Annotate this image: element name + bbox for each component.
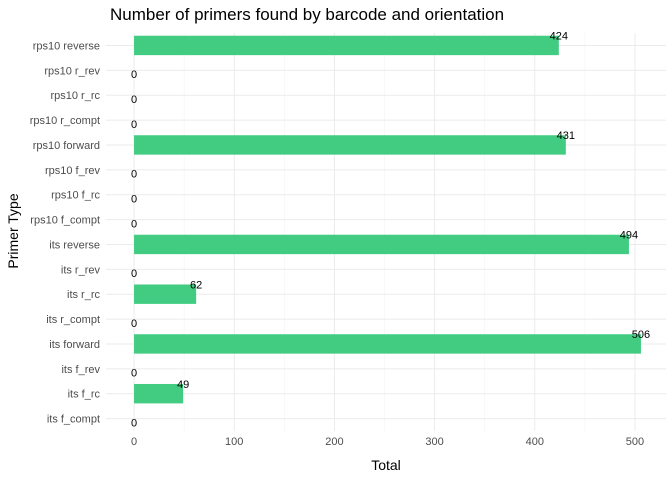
x-tick-label: 300 [425, 436, 443, 448]
bar-value-label: 494 [620, 230, 638, 242]
chart-title: Number of primers found by barcode and o… [110, 5, 504, 24]
bar [134, 383, 184, 404]
bar [134, 334, 641, 354]
bars [134, 35, 641, 404]
bar [134, 234, 629, 255]
bar-value-label: 0 [131, 268, 137, 280]
y-tick-label: its reverse [49, 239, 100, 251]
y-tick-label: its r_compt [46, 314, 100, 326]
bar-value-label: 0 [131, 318, 137, 330]
y-tick-label: its f_rc [68, 389, 101, 401]
bar-value-label: 431 [557, 130, 575, 142]
y-tick-label: rps10 f_rc [51, 190, 100, 202]
y-tick-label: rps10 reverse [33, 40, 100, 52]
y-tick-label: rps10 forward [33, 140, 100, 152]
bar-value-label: 0 [131, 69, 137, 81]
x-tick-label: 100 [225, 436, 243, 448]
y-tick-label: its forward [49, 339, 100, 351]
x-axis-title: Total [371, 457, 401, 473]
y-tick-labels: rps10 reverse rps10 r_rev rps10 r_rc rps10 … [30, 40, 101, 425]
bar-value-label: 0 [131, 119, 137, 131]
y-tick-label: its r_rc [67, 289, 101, 301]
y-tick-label: rps10 r_rc [50, 90, 100, 102]
bar-value-label: 506 [632, 329, 650, 341]
x-tick-label: 400 [526, 436, 544, 448]
x-tick-label: 0 [131, 436, 137, 448]
y-tick-label: rps10 r_compt [30, 115, 100, 127]
grid [106, 33, 666, 431]
y-tick-label: rps10 f_rev [45, 165, 101, 177]
y-axis-title: Primer Type [5, 193, 21, 268]
bar-value-label: 62 [190, 279, 202, 291]
bar-value-label: 0 [131, 368, 137, 380]
x-tick-label: 500 [626, 436, 644, 448]
bar [134, 284, 197, 304]
bar-value-label: 0 [131, 218, 137, 230]
bar-value-label: 424 [550, 31, 568, 43]
y-tick-label: its f_compt [47, 414, 100, 426]
x-tick-label: 200 [325, 436, 343, 448]
y-tick-label: its f_rev [61, 364, 100, 376]
bar-value-label: 0 [131, 169, 137, 181]
data-labels: 424 0 0 0 431 0 0 0 494 0 62 0 506 0 49 0 [131, 31, 650, 430]
y-tick-label: rps10 r_rev [44, 65, 100, 77]
y-tick-label: rps10 f_compt [30, 215, 100, 227]
bar-value-label: 0 [131, 94, 137, 106]
bar-value-label: 0 [131, 193, 137, 205]
y-tick-label: its r_rev [61, 264, 101, 276]
x-tick-labels: 0 100 200 300 400 500 [131, 436, 644, 448]
bar-value-label: 0 [131, 417, 137, 429]
bar-value-label: 49 [177, 379, 189, 391]
bar [134, 35, 559, 56]
bar [134, 135, 566, 155]
